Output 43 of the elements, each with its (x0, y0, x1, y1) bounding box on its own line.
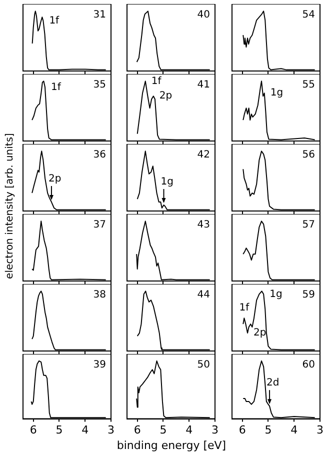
annotation: 41 (197, 80, 210, 91)
y-axis-title: electron intensity [arb. units] (4, 133, 16, 279)
annotation: 2d (266, 378, 280, 389)
annotation: 1f (239, 302, 250, 314)
annotation: 43 (197, 220, 210, 231)
annotation: 37 (93, 220, 106, 231)
x-tick-label: 4 (186, 423, 193, 436)
annotation: 39 (93, 360, 106, 371)
annotation: 1g (270, 288, 282, 300)
x-axis-title: binding energy [eV] (116, 439, 228, 452)
annotation: 1f (51, 82, 62, 93)
annotation: 38 (93, 290, 106, 301)
annotation: 1f (151, 76, 162, 87)
annotation: 31 (93, 10, 106, 21)
x-tick-label: 5 (264, 423, 272, 436)
annotation: 56 (302, 150, 315, 161)
annotation: 59 (302, 290, 315, 301)
annotation: 1f (49, 15, 60, 26)
annotation: 40 (197, 10, 210, 21)
x-tick-label: 6 (134, 423, 141, 436)
annotation: 36 (93, 150, 106, 161)
annotation: 1g (270, 88, 284, 99)
annotation: 50 (197, 360, 210, 371)
annotation: 2p (48, 174, 62, 185)
x-tick-label: 4 (82, 423, 89, 436)
annotation: 2p (159, 90, 172, 102)
annotation: 57 (302, 220, 315, 231)
annotation: 2p (254, 328, 266, 339)
annotation: 55 (302, 80, 315, 91)
x-tick-label: 6 (238, 423, 246, 436)
annotation: 60 (302, 360, 315, 371)
annotation: 42 (197, 150, 210, 161)
x-tick-label: 3 (108, 423, 114, 436)
x-tick-label: 5 (56, 423, 63, 436)
x-tick-label: 3 (316, 423, 324, 436)
annotation: 1g (160, 176, 174, 188)
x-tick-label: 4 (290, 423, 298, 436)
annotation: 54 (302, 10, 315, 21)
annotation: 35 (93, 80, 106, 91)
x-tick-label: 5 (160, 423, 167, 436)
x-tick-label: 3 (212, 423, 218, 436)
annotation: 44 (197, 290, 210, 301)
x-tick-label: 6 (30, 423, 37, 436)
